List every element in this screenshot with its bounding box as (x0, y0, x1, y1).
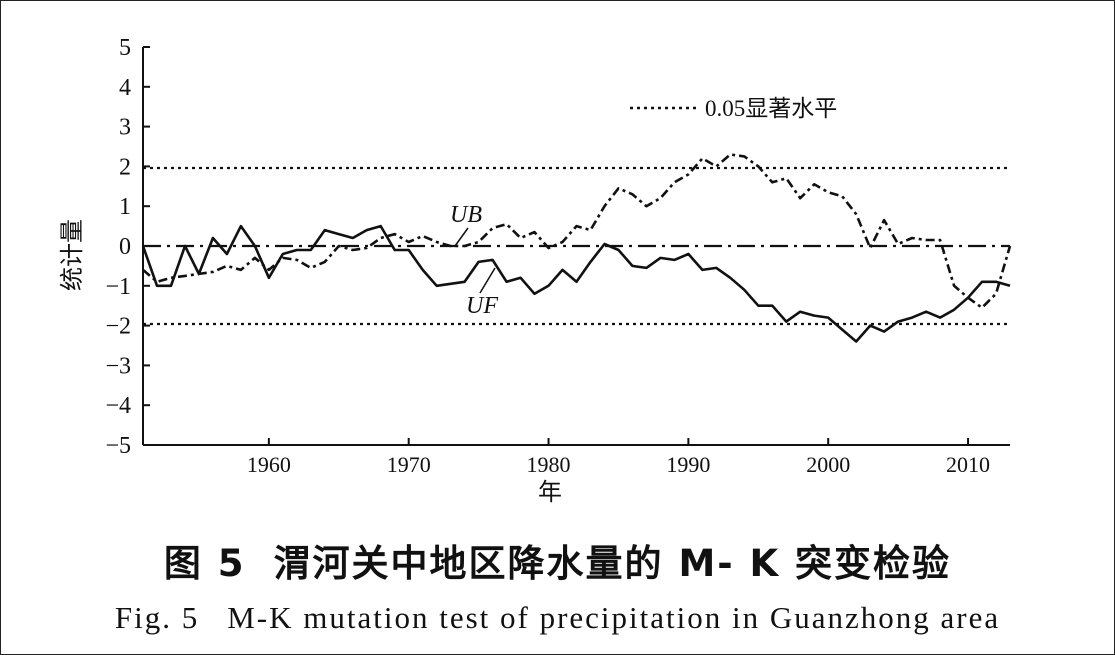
caption-en-label: Fig. 5 (114, 600, 200, 635)
y-tick-label: 5 (119, 35, 131, 61)
caption-chinese: 图 5 渭河关中地区降水量的 M- K 突变检验 (0, 533, 1115, 587)
series-lines (141, 153, 1012, 343)
ub-series-label: UB (450, 202, 482, 228)
y-tick-label: 0 (119, 234, 131, 260)
mk-chart: −5 −4 −3 −2 −1 0 1 2 3 4 5 1960 1970 1980 1990 2000 2010… (59, 35, 1012, 506)
caption-en-text: M-K mutation test of precipitation in Gu… (227, 600, 1001, 635)
uf-label-pointer (479, 267, 496, 294)
x-tick-label: 1990 (666, 452, 710, 477)
reference-lines (143, 166, 1010, 326)
caption-cn-label: 图 5 (163, 542, 246, 585)
x-axis-label: 年 (538, 479, 562, 506)
legend-label: 0.05显著水平 (705, 96, 837, 121)
x-tick-label: 2000 (806, 452, 850, 477)
y-tick-label: 3 (119, 115, 131, 141)
tick-labels: −5 −4 −3 −2 −1 0 1 2 3 4 5 1960 1970 1980 1990 2000 2010 (105, 35, 990, 477)
x-tick-label: 1960 (247, 452, 291, 477)
y-tick-label: −5 (105, 433, 131, 459)
y-tick-label: −2 (105, 314, 131, 340)
y-tick-label: 1 (119, 194, 131, 220)
x-tick-label: 1980 (527, 452, 571, 477)
y-axis-label: 统计量 (59, 219, 86, 291)
y-tick-label: −1 (105, 274, 131, 300)
x-tick-label: 1970 (387, 452, 431, 477)
axes (142, 46, 1010, 446)
uf-series-label: UF (466, 293, 498, 319)
x-tick-label: 2010 (946, 452, 990, 477)
caption-cn-text: 渭河关中地区降水量的 M- K 突变检验 (273, 542, 952, 585)
ub-label-pointer (454, 227, 469, 247)
y-tick-label: −4 (105, 393, 131, 419)
legend: 0.05显著水平 (630, 96, 837, 121)
series-uf-line (141, 224, 1011, 343)
y-tick-label: 4 (119, 75, 131, 101)
y-tick-label: −3 (105, 353, 131, 379)
series-ub-line (142, 153, 1012, 310)
y-tick-label: 2 (119, 154, 131, 180)
caption-english: Fig. 5 M-K mutation test of precipitation… (0, 600, 1115, 636)
